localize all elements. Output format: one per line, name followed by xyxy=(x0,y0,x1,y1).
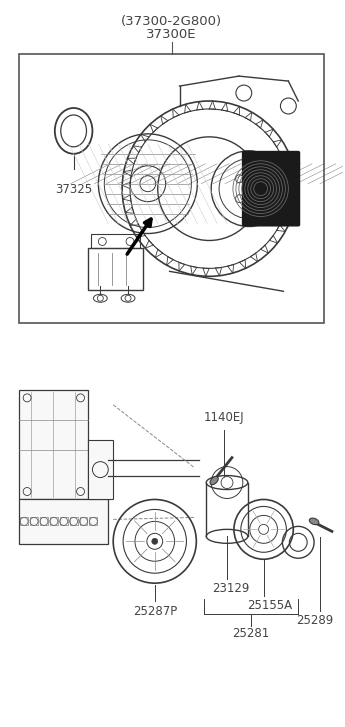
Text: 25287P: 25287P xyxy=(132,605,177,618)
Text: 1140EJ: 1140EJ xyxy=(204,411,244,424)
Bar xyxy=(30,518,38,526)
Text: (37300-2G800): (37300-2G800) xyxy=(121,15,222,28)
Text: 23129: 23129 xyxy=(212,582,249,595)
Ellipse shape xyxy=(309,518,319,525)
Bar xyxy=(50,518,58,526)
Bar xyxy=(20,518,28,526)
Bar xyxy=(88,249,143,290)
Text: 25289: 25289 xyxy=(296,614,334,627)
Text: 25281: 25281 xyxy=(232,627,269,640)
FancyBboxPatch shape xyxy=(242,150,300,227)
Text: 37300E: 37300E xyxy=(146,28,197,41)
Bar xyxy=(19,55,324,324)
Text: 37325: 37325 xyxy=(55,182,92,196)
Bar xyxy=(88,440,113,499)
Bar xyxy=(91,235,140,249)
Bar xyxy=(40,518,48,526)
Ellipse shape xyxy=(210,476,218,485)
Text: 25155A: 25155A xyxy=(247,599,292,612)
Bar xyxy=(60,518,68,526)
Bar xyxy=(80,518,88,526)
Bar xyxy=(89,518,97,526)
Bar xyxy=(70,518,78,526)
Circle shape xyxy=(152,538,158,545)
Bar xyxy=(19,390,88,499)
Bar xyxy=(19,499,108,545)
